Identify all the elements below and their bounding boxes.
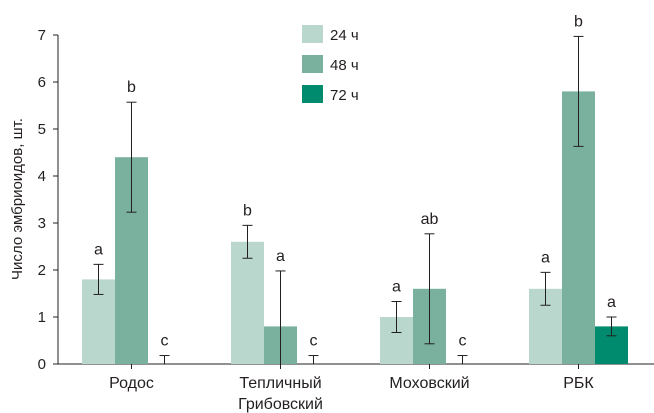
- y-tick-label: 5: [38, 121, 46, 138]
- category-label: Моховский: [389, 375, 469, 392]
- y-tick-label: 7: [38, 27, 46, 44]
- significance-label: b: [574, 13, 583, 30]
- legend-swatch: [302, 55, 323, 73]
- y-tick-label: 0: [38, 356, 46, 373]
- category-labels: Родос Тепличный Грибовский Моховский РБК: [109, 364, 594, 413]
- legend-swatch: [302, 25, 323, 43]
- significance-label: a: [94, 241, 103, 258]
- legend-label: 72 ч: [330, 87, 359, 104]
- y-tick-label: 3: [38, 215, 46, 232]
- y-axis-label: Число эмбриоидов, шт.: [9, 118, 26, 280]
- significance-label: b: [243, 202, 252, 219]
- legend-label: 24 ч: [330, 27, 359, 44]
- bar: [231, 241, 264, 364]
- y-tick-label: 2: [38, 262, 46, 279]
- category-label: Родос: [109, 375, 154, 392]
- y-tick-label: 4: [38, 168, 46, 185]
- y-tick-label: 6: [38, 74, 46, 91]
- y-tick-label: 1: [38, 309, 46, 326]
- significance-label: c: [310, 333, 318, 350]
- legend-swatch: [302, 85, 323, 103]
- category-label: Грибовский: [238, 396, 323, 413]
- significance-label: a: [541, 249, 550, 266]
- significance-label: a: [392, 278, 401, 295]
- legend: 24 ч 48 ч 72 ч: [302, 25, 359, 104]
- y-ticks: 0 1 2 3 4 5 6 7: [38, 27, 58, 373]
- significance-label: b: [127, 79, 136, 96]
- category-label: РБК: [563, 375, 594, 392]
- category-label: Тепличный: [239, 375, 321, 392]
- legend-label: 48 ч: [330, 57, 359, 74]
- significance-label: c: [459, 333, 467, 350]
- significance-label: ab: [421, 211, 439, 228]
- significance-label: a: [276, 248, 285, 265]
- significance-label: a: [607, 294, 616, 311]
- significance-label: c: [161, 333, 169, 350]
